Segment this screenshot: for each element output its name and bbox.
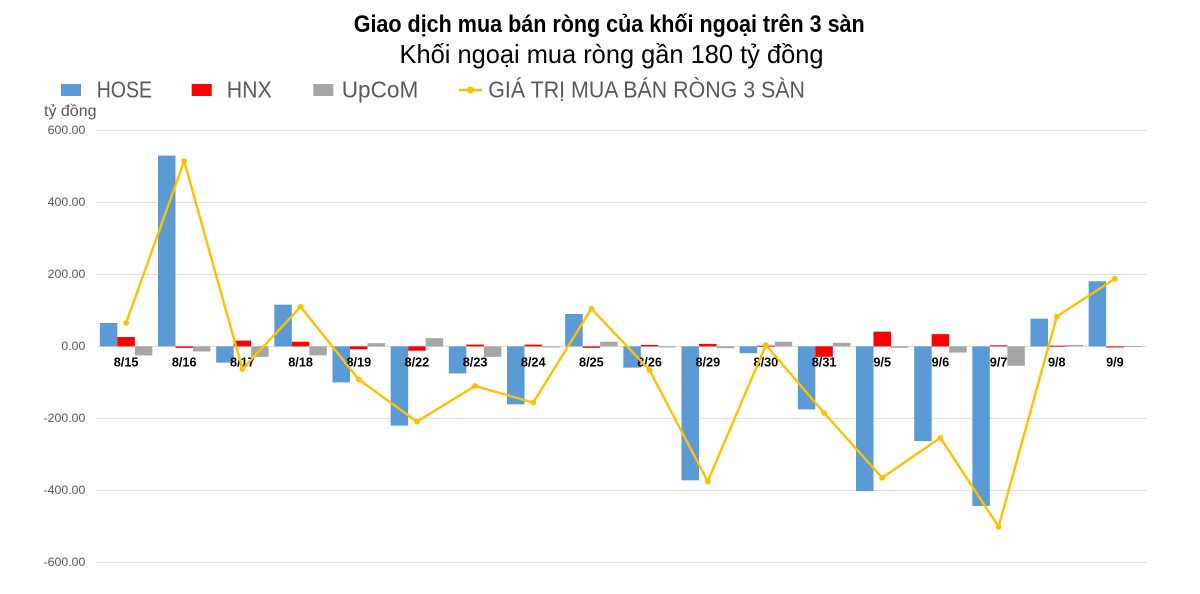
svg-text:Giao dịch mua bán ròng của khố: Giao dịch mua bán ròng của khối ngoại tr…: [354, 11, 865, 38]
svg-text:-200.00: -200.00: [44, 411, 86, 425]
svg-text:8/26: 8/26: [637, 356, 662, 370]
svg-text:GIÁ TRỊ MUA BÁN RÒNG 3 SÀN: GIÁ TRỊ MUA BÁN RÒNG 3 SÀN: [488, 76, 805, 102]
svg-text:8/25: 8/25: [579, 356, 604, 370]
svg-text:UpCoM: UpCoM: [342, 76, 419, 102]
svg-text:8/22: 8/22: [405, 356, 430, 370]
svg-text:8/23: 8/23: [463, 356, 488, 370]
svg-text:200.00: 200.00: [48, 267, 86, 281]
svg-text:400.00: 400.00: [48, 195, 86, 209]
svg-text:8/15: 8/15: [114, 356, 139, 370]
svg-text:9/7: 9/7: [990, 356, 1008, 370]
svg-text:9/9: 9/9: [1106, 356, 1124, 370]
svg-text:8/16: 8/16: [172, 356, 197, 370]
svg-text:600.00: 600.00: [48, 123, 86, 137]
svg-text:HNX: HNX: [227, 76, 272, 102]
svg-text:9/5: 9/5: [873, 356, 891, 370]
svg-text:8/18: 8/18: [288, 356, 313, 370]
svg-text:8/31: 8/31: [812, 356, 837, 370]
svg-text:-400.00: -400.00: [44, 483, 86, 497]
svg-text:8/17: 8/17: [230, 356, 255, 370]
svg-text:8/19: 8/19: [346, 356, 371, 370]
svg-text:9/6: 9/6: [932, 356, 950, 370]
svg-text:tỷ đồng: tỷ đồng: [44, 103, 96, 120]
svg-text:Khối ngoại mua ròng gần 180 tỷ: Khối ngoại mua ròng gần 180 tỷ đồng: [400, 39, 824, 69]
svg-text:8/29: 8/29: [695, 356, 720, 370]
svg-text:HOSE: HOSE: [97, 76, 152, 102]
svg-text:-600.00: -600.00: [44, 555, 86, 569]
svg-text:0.00: 0.00: [61, 339, 85, 353]
svg-text:9/8: 9/8: [1048, 356, 1066, 370]
svg-text:8/24: 8/24: [521, 356, 546, 370]
